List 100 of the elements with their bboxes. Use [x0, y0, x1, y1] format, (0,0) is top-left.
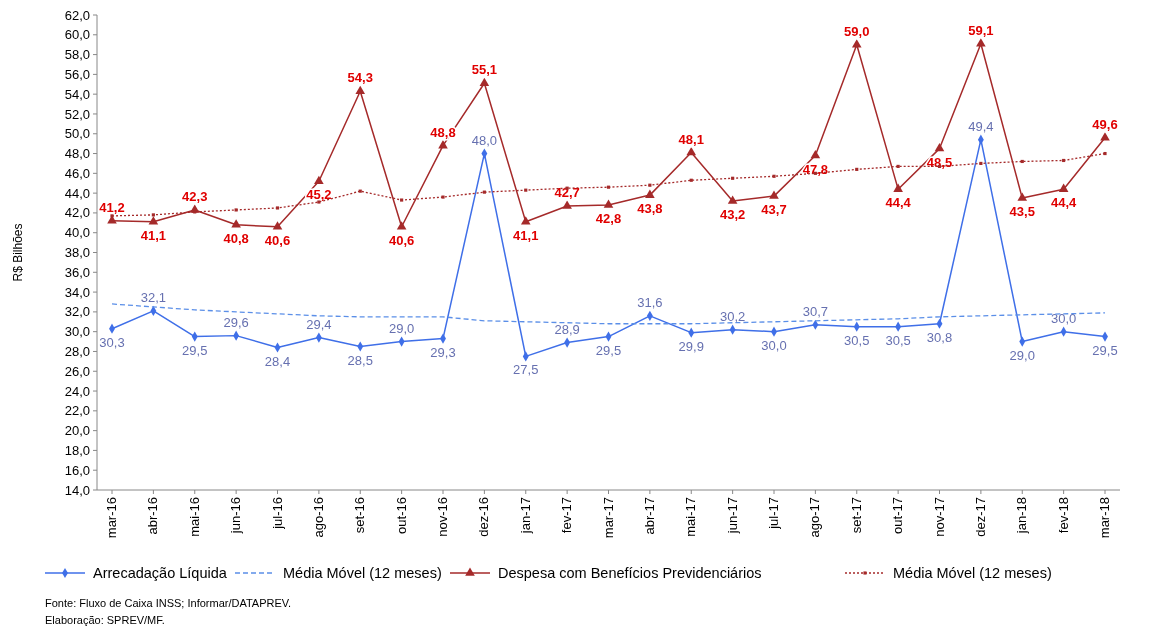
x-tick-label: dez-16 — [476, 497, 492, 537]
point — [438, 140, 448, 149]
x-tick-label: jul-17 — [766, 497, 781, 530]
x-tick-label: jan-17 — [517, 497, 533, 535]
point — [934, 143, 945, 152]
y-tick-label: 46,0 — [64, 165, 90, 181]
data-label: 41,1 — [140, 227, 167, 243]
text: Elaboração: SPREV/MF. — [45, 614, 165, 626]
data-label: 29,6 — [223, 314, 249, 330]
data-label: 29,0 — [388, 320, 415, 336]
x-tick-label: jul-16 — [269, 497, 285, 530]
x-tick-label: abr-17 — [641, 497, 657, 535]
data-label: 45,2 — [306, 187, 332, 203]
y-tick-label: 52,0 — [64, 106, 90, 122]
data-label: 30,2 — [719, 308, 746, 324]
legend-label: Arrecadação Líquida — [93, 565, 228, 582]
data-label: 49,6 — [1092, 116, 1118, 132]
legend-label: Despesa com Benefícios Previdenciários — [498, 565, 762, 582]
point — [355, 85, 366, 94]
point — [562, 200, 572, 209]
point — [148, 216, 159, 225]
data-label: 29,5 — [1092, 342, 1118, 358]
point — [603, 199, 614, 208]
y-tick-label: 38,0 — [64, 245, 90, 261]
y-tick-label: 44,0 — [64, 185, 90, 201]
data-label: 30,7 — [802, 303, 829, 319]
data-label: 44,4 — [1050, 195, 1078, 211]
y-tick-label: 30,0 — [64, 324, 90, 340]
data-label: 29,5 — [182, 342, 208, 358]
point — [234, 208, 238, 212]
point — [520, 216, 531, 225]
data-label: 47,8 — [802, 161, 829, 177]
data-label: 30,5 — [844, 332, 870, 348]
y-tick-label: 16,0 — [64, 462, 90, 478]
point — [482, 190, 486, 194]
x-tick-label: abr-16 — [145, 497, 161, 535]
point — [1058, 183, 1069, 192]
data-label: 30,3 — [99, 334, 125, 350]
point — [731, 176, 735, 180]
x-tick-label: set-16 — [352, 497, 368, 534]
x-tick-label: mai-16 — [186, 497, 202, 537]
point — [396, 221, 407, 230]
point — [606, 185, 611, 189]
point — [772, 174, 776, 178]
x-tick-label: nov-16 — [435, 497, 450, 537]
point — [524, 188, 528, 192]
point — [645, 189, 655, 198]
data-label: 42,7 — [554, 184, 580, 200]
data-label: 32,1 — [140, 289, 167, 305]
y-tick-label: 28,0 — [64, 344, 90, 360]
data-label: 41,1 — [513, 227, 539, 243]
data-label: 29,4 — [306, 316, 332, 332]
point — [689, 178, 693, 182]
point — [893, 183, 903, 192]
data-label: 28,5 — [347, 352, 373, 368]
data-label: 29,5 — [595, 342, 622, 358]
point — [400, 198, 404, 202]
data-label: 30,0 — [761, 337, 787, 353]
y-axis-title: R$ Bilhões — [11, 223, 25, 282]
x-tick-label: out-17 — [890, 497, 906, 534]
point — [855, 167, 859, 171]
data-label: 30,5 — [885, 332, 911, 348]
x-tick-label: set-17 — [848, 497, 864, 534]
data-label: 42,3 — [182, 188, 208, 204]
data-label: 59,0 — [844, 23, 870, 39]
y-tick-label: 26,0 — [64, 363, 90, 379]
point — [231, 219, 241, 228]
data-label: 59,1 — [968, 22, 994, 38]
data-label: 29,3 — [430, 344, 456, 360]
data-label: 42,8 — [595, 211, 622, 226]
y-tick-label: 22,0 — [64, 403, 90, 419]
data-label: 43,7 — [761, 202, 787, 218]
point — [479, 77, 490, 87]
data-label: 27,5 — [513, 362, 539, 378]
y-tick-label: 20,0 — [64, 423, 90, 439]
point — [896, 164, 900, 168]
x-tick-label: out-16 — [393, 497, 409, 534]
data-label: 40,6 — [264, 232, 291, 248]
data-label: 40,6 — [388, 232, 415, 248]
point — [810, 149, 821, 159]
point — [1062, 158, 1066, 163]
x-tick-label: fev-17 — [559, 497, 575, 534]
y-tick-label: 58,0 — [64, 47, 90, 63]
data-label: 28,4 — [264, 353, 291, 369]
x-tick-label: jun-17 — [724, 497, 740, 535]
x-tick-label: jun-16 — [228, 497, 244, 535]
y-tick-label: 24,0 — [64, 383, 90, 399]
data-label: 48,0 — [471, 132, 498, 148]
y-tick-label: 60,0 — [64, 27, 90, 43]
data-label: 28,9 — [554, 321, 580, 337]
y-tick-label: 40,0 — [64, 225, 90, 241]
y-tick-label: 36,0 — [64, 264, 90, 280]
y-tick-label: 62,0 — [64, 7, 90, 23]
point — [686, 147, 697, 156]
data-label: 55,1 — [471, 62, 498, 78]
point — [1020, 159, 1024, 164]
data-label: 43,5 — [1009, 204, 1035, 220]
data-label: 43,8 — [637, 201, 663, 217]
point — [151, 213, 155, 217]
data-label: 43,2 — [719, 207, 746, 223]
